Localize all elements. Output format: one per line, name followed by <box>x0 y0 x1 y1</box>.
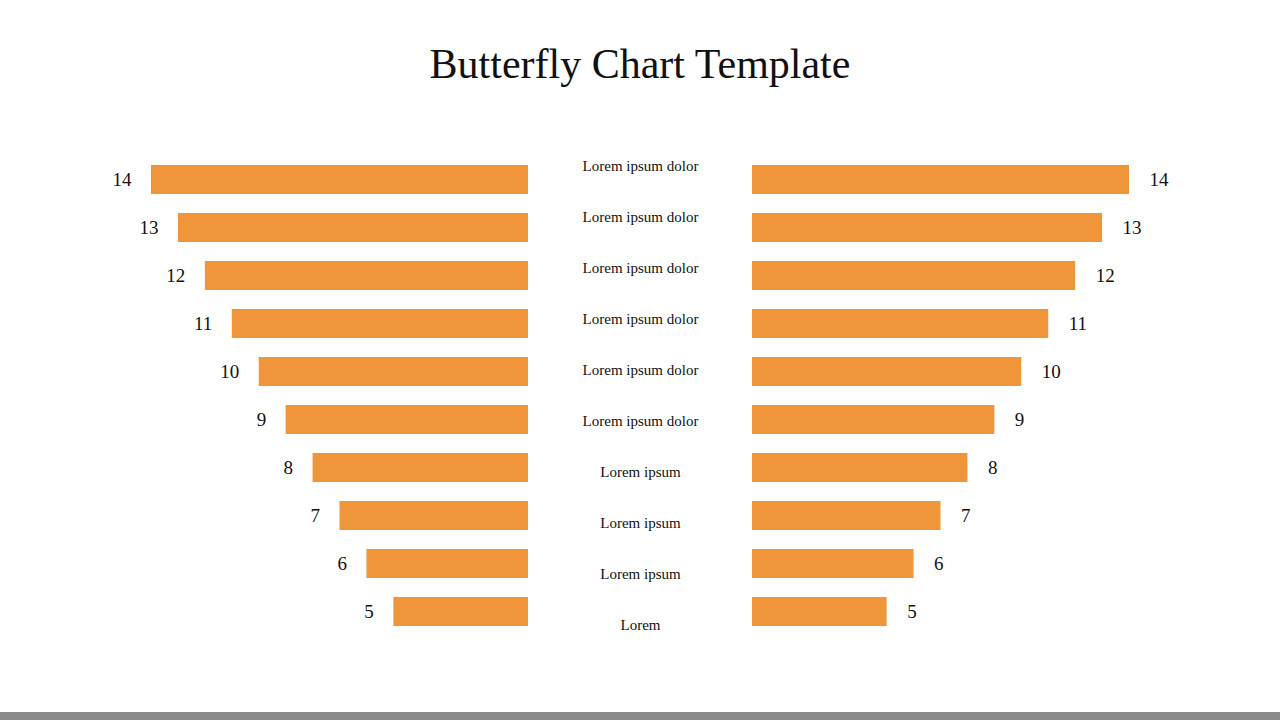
svg-text:6: 6 <box>934 553 944 574</box>
svg-text:7: 7 <box>311 505 321 526</box>
svg-text:12: 12 <box>166 265 185 286</box>
svg-text:8: 8 <box>988 457 998 478</box>
svg-text:10: 10 <box>1042 361 1061 382</box>
svg-text:Lorem ipsum dolor: Lorem ipsum dolor <box>583 260 699 276</box>
svg-text:Lorem ipsum dolor: Lorem ipsum dolor <box>583 311 699 327</box>
svg-text:8: 8 <box>284 457 294 478</box>
svg-text:Lorem ipsum dolor: Lorem ipsum dolor <box>583 362 699 378</box>
svg-text:Lorem ipsum dolor: Lorem ipsum dolor <box>583 158 699 174</box>
svg-text:5: 5 <box>907 601 917 622</box>
svg-text:9: 9 <box>257 409 267 430</box>
svg-text:Lorem: Lorem <box>621 617 661 633</box>
svg-text:Lorem ipsum: Lorem ipsum <box>600 515 681 531</box>
svg-text:13: 13 <box>1123 217 1142 238</box>
svg-text:12: 12 <box>1096 265 1115 286</box>
svg-text:14: 14 <box>113 169 133 190</box>
svg-text:6: 6 <box>337 553 347 574</box>
svg-text:10: 10 <box>220 361 239 382</box>
svg-text:5: 5 <box>364 601 374 622</box>
svg-text:11: 11 <box>1069 313 1087 334</box>
svg-text:11: 11 <box>194 313 212 334</box>
svg-text:9: 9 <box>1015 409 1025 430</box>
svg-text:Lorem ipsum dolor: Lorem ipsum dolor <box>583 209 699 225</box>
svg-text:7: 7 <box>961 505 971 526</box>
svg-text:Lorem ipsum: Lorem ipsum <box>600 464 681 480</box>
svg-text:Lorem ipsum: Lorem ipsum <box>600 566 681 582</box>
svg-text:13: 13 <box>139 217 158 238</box>
svg-text:14: 14 <box>1150 169 1170 190</box>
svg-text:Lorem ipsum dolor: Lorem ipsum dolor <box>583 413 699 429</box>
html-text:Butterfly Chart Template: Butterfly Chart Template <box>429 41 851 87</box>
